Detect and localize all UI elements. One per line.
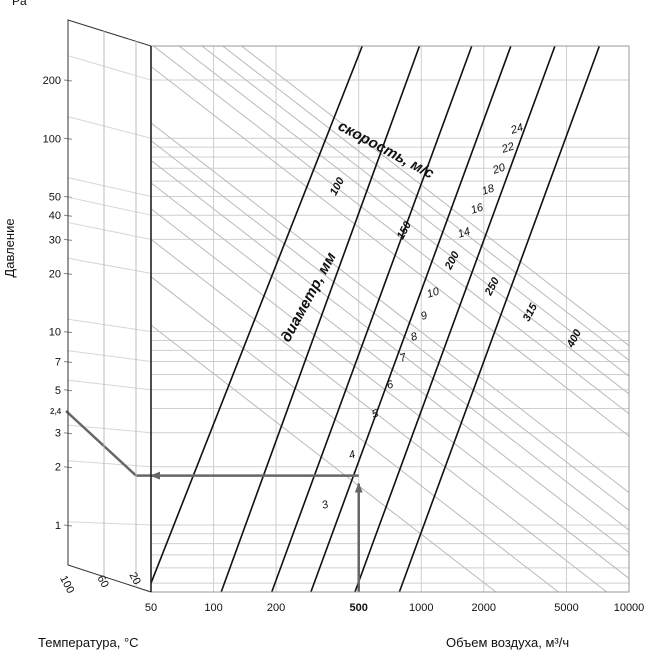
temperature-panel-gridline [67,460,152,468]
velocity-line [150,208,630,579]
velocity-line [150,140,630,511]
diameter-line [310,45,512,593]
velocity-line [150,122,630,493]
velocity-line [222,45,630,361]
temperature-panel-gridline [67,424,152,434]
diameter-line-label: 315 [521,301,541,324]
velocity-line [150,324,497,593]
velocity-line-label: 6 [385,378,395,392]
velocity-line-label: 5 [370,407,380,421]
velocity-line [150,182,630,553]
diameter-line [150,45,364,584]
temperature-panel-gridline [67,55,152,81]
temperature-panel-gridline [67,350,152,363]
temperature-panel-gridline [67,257,152,274]
velocity-line-label: 18 [480,182,496,197]
velocity-line-label: 14 [456,226,471,241]
temperature-panel-gridline [67,177,152,197]
velocity-line [241,45,630,347]
corrected-pressure-label: 2,4 [50,407,62,416]
velocity-line-label: 4 [347,448,357,461]
velocity-line-label: 20 [490,161,507,177]
y-tick-label: 100 [43,133,61,145]
velocity-line-label: 16 [469,201,485,216]
temperature-panel-gridline [67,318,152,333]
temperature-axis-title: Температура, °С [38,635,139,650]
velocity-line [150,276,559,593]
x-tick-label: 10000 [614,602,645,614]
diameter-line [354,45,556,593]
y-tick-label: 50 [49,191,61,203]
y-tick-label: 3 [55,428,61,440]
velocity-line [150,238,608,593]
diameter-line [270,45,473,593]
x-tick-label: 5000 [554,602,578,614]
y-tick-label: 20 [49,268,61,280]
y-tick-label: 2 [55,462,61,474]
x-tick-label: 100 [204,602,222,614]
x-tick-label: 50 [145,602,157,614]
pressure-axis-title: Давление [2,218,17,277]
pressure-unit: Pa [12,0,27,8]
velocity-line-label: 9 [419,309,429,322]
temperature-tick-label: 20 [126,570,142,586]
x-tick-label: 2000 [472,602,496,614]
y-tick-label: 7 [55,357,61,369]
y-tick-label: 1 [55,520,61,532]
velocity-line-label: 24 [508,122,524,138]
velocity-line-label: 3 [320,498,330,512]
temperature-panel-gridline [67,116,152,139]
temperature-panel-gridline [67,521,152,526]
temperature-panel-gridline [67,379,152,391]
temperature-panel-gridline [67,196,152,216]
velocity-line-label: 22 [499,141,515,157]
y-tick-label: 10 [49,327,61,339]
temperature-panel-gridline [67,222,152,240]
diameter-line-label: 250 [482,275,502,299]
diameter-line-label: 150 [395,219,415,242]
diameter-line [220,45,421,593]
velocity-line-label: 7 [398,351,408,365]
x-tick-label: 1000 [409,602,433,614]
velocity-line [150,160,630,531]
airflow-axis-title: Объем воздуха, м³/ч [446,635,569,650]
y-tick-label: 30 [49,234,61,246]
velocity-line [153,45,630,415]
temperature-tick-label: 60 [94,573,110,589]
velocity-line-label: 8 [409,330,419,344]
x-tick-label: 200 [267,602,285,614]
diameter-line [398,45,601,593]
y-tick-label: 5 [55,385,61,397]
diameter-line-label: 400 [564,327,584,351]
y-tick-label: 40 [49,210,61,222]
velocity-line-label: 10 [425,285,441,300]
temperature-tick-label: 100 [57,574,76,596]
temperature-panel-border [67,19,152,593]
x-tick-label: 500 [350,602,368,614]
velocity-line [178,45,630,395]
y-tick-label: 200 [43,75,61,87]
example-correction-segment [65,410,137,477]
velocity-line [201,45,630,377]
velocity-line [150,66,630,437]
